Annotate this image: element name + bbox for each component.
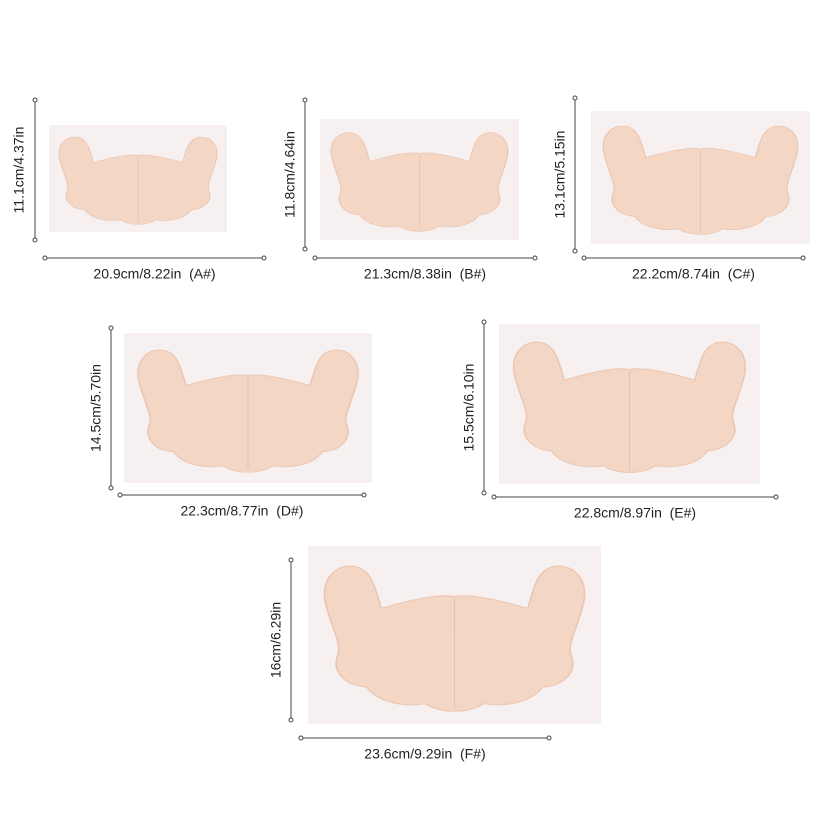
size-item: 13.1cm/5.15in 22.2cm/8.74in (C#)	[552, 95, 810, 282]
line-end	[773, 494, 779, 500]
width-label: 22.8cm/8.97in (E#)	[574, 505, 696, 521]
width-label: 20.9cm/8.22in (A#)	[93, 266, 215, 282]
line-end	[572, 95, 578, 101]
width-label: 22.3cm/8.77in (D#)	[181, 503, 304, 519]
line-end	[32, 237, 38, 243]
line-end	[481, 490, 487, 496]
line-end	[491, 494, 497, 500]
line-end	[481, 319, 487, 325]
product-photo	[323, 565, 586, 712]
width-label: 21.3cm/8.38in (B#)	[364, 266, 486, 282]
product-photo	[602, 125, 799, 235]
line-end	[288, 717, 294, 723]
line-end	[546, 735, 552, 741]
line-end	[108, 485, 114, 491]
width-label: 23.6cm/9.29in (F#)	[364, 746, 485, 762]
height-label: 16cm/6.29in	[268, 602, 284, 678]
line-end	[108, 325, 114, 331]
size-item: 15.5cm/6.10in 22.8cm/8.97in (E#)	[461, 319, 779, 521]
size-item: 11.1cm/4.37in 20.9cm/8.22in (A#)	[11, 97, 267, 282]
line-end	[302, 97, 308, 103]
height-label: 15.5cm/6.10in	[461, 364, 477, 452]
size-item: 11.8cm/4.64in 21.3cm/8.38in (B#)	[282, 97, 538, 282]
height-label: 11.8cm/4.64in	[282, 131, 298, 218]
product-photo	[330, 132, 509, 232]
line-end	[361, 492, 367, 498]
size-item: 16cm/6.29in 23.6cm/9.29in (F#)	[268, 546, 601, 762]
line-end	[32, 97, 38, 103]
height-label: 14.5cm/5.70in	[88, 364, 104, 452]
line-end	[800, 255, 806, 261]
line-end	[288, 557, 294, 563]
line-end	[572, 248, 578, 254]
line-end	[532, 255, 538, 261]
product-photo	[512, 341, 747, 473]
width-label: 22.2cm/8.74in (C#)	[632, 266, 755, 282]
size-item: 14.5cm/5.70in 22.3cm/8.77in (D#)	[88, 325, 372, 519]
product-photo	[58, 136, 218, 225]
line-end	[298, 735, 304, 741]
line-end	[312, 255, 318, 261]
height-label: 13.1cm/5.15in	[552, 131, 568, 219]
line-end	[581, 255, 587, 261]
line-end	[117, 492, 123, 498]
height-label: 11.1cm/4.37in	[11, 127, 27, 214]
line-end	[42, 255, 48, 261]
line-end	[302, 246, 308, 252]
line-end	[261, 255, 267, 261]
product-photo	[137, 349, 359, 473]
